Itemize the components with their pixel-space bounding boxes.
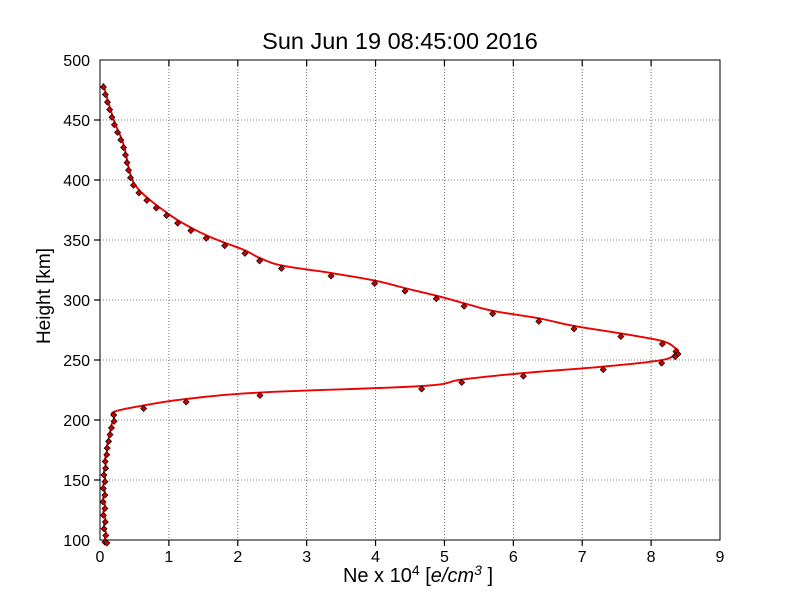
- svg-text:6: 6: [509, 549, 518, 566]
- svg-text:7: 7: [578, 549, 587, 566]
- svg-text:Height [km]: Height [km]: [34, 248, 55, 344]
- svg-text:4: 4: [371, 549, 380, 566]
- svg-text:150: 150: [63, 473, 90, 490]
- svg-text:5: 5: [440, 549, 449, 566]
- svg-text:350: 350: [63, 233, 90, 250]
- svg-text:8: 8: [647, 549, 656, 566]
- svg-text:9: 9: [716, 549, 725, 566]
- svg-text:0: 0: [96, 549, 105, 566]
- svg-text:1: 1: [164, 549, 173, 566]
- svg-text:500: 500: [63, 53, 90, 70]
- svg-text:300: 300: [63, 293, 90, 310]
- svg-text:3: 3: [302, 549, 311, 566]
- svg-text:100: 100: [63, 533, 90, 550]
- svg-text:250: 250: [63, 353, 90, 370]
- svg-text:450: 450: [63, 113, 90, 130]
- svg-text:400: 400: [63, 173, 90, 190]
- svg-text:Sun Jun 19 08:45:00 2016: Sun Jun 19 08:45:00 2016: [262, 28, 538, 54]
- svg-text:2: 2: [233, 549, 242, 566]
- svg-text:200: 200: [63, 413, 90, 430]
